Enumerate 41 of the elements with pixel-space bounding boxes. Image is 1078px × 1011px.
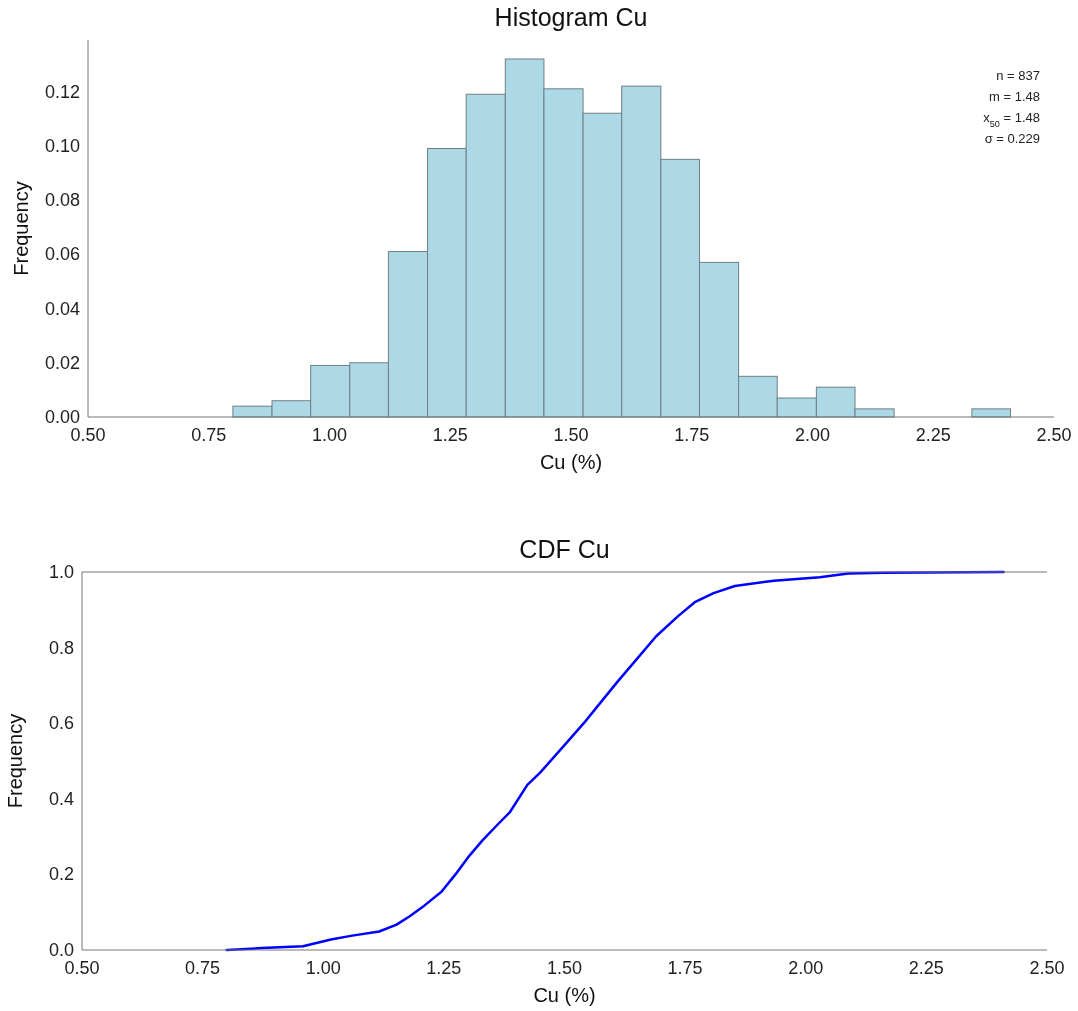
x-tick-label: 1.50 (553, 425, 589, 445)
y-tick-label: 0.00 (44, 407, 80, 427)
x-tick-label: 1.00 (311, 425, 348, 445)
x-tick-label: 2.25 (915, 425, 951, 445)
x-tick-label: 2.25 (908, 958, 944, 978)
y-tick-label: 0.0 (48, 940, 74, 960)
y-axis-title: Frequency (10, 181, 32, 276)
y-tick-label: 0.08 (44, 190, 80, 211)
x-tick-label: 1.00 (305, 958, 341, 978)
y-tick-label: 0.8 (48, 637, 74, 658)
chart-title: Histogram Cu (494, 3, 648, 31)
y-tick-label: 0.02 (44, 352, 80, 373)
y-tick-label: 0.06 (44, 244, 80, 265)
y-tick-label: 0.12 (44, 81, 80, 102)
y-tick-label: 1.0 (48, 562, 74, 582)
annotation: x$_{50}$ = 1.48 (983, 110, 1040, 129)
x-tick-label: 1.50 (546, 958, 583, 978)
x-tick-label: 2.50 (1029, 958, 1065, 978)
x-axis-title: Cu (%) (539, 451, 603, 473)
x-tick-label: 2.50 (1036, 425, 1072, 445)
x-tick-label: 1.25 (432, 425, 468, 445)
annotation: n = 837 (996, 68, 1040, 83)
x-tick-label: 1.25 (426, 958, 462, 978)
x-tick-label: 2.00 (788, 958, 824, 978)
y-tick-label: 0.4 (48, 788, 74, 809)
x-axis-title: Cu (%) (533, 984, 596, 1006)
x-tick-label: 2.00 (794, 425, 831, 445)
x-tick-label: 1.75 (674, 425, 710, 445)
y-axis-title: Frequency (4, 713, 26, 809)
x-tick-label: 0.75 (185, 958, 221, 978)
x-tick-label: 1.75 (667, 958, 703, 978)
y-tick-label: 0.6 (48, 713, 74, 734)
annotation: σ = 0.229 (984, 131, 1040, 146)
y-tick-label: 0.2 (48, 864, 74, 885)
annotation: m = 1.48 (989, 89, 1040, 104)
y-tick-label: 0.10 (44, 135, 80, 156)
x-tick-label: 0.75 (191, 425, 227, 445)
chart-title: CDF Cu (519, 535, 610, 563)
x-tick-label: 0.50 (64, 958, 100, 978)
x-tick-label: 0.50 (70, 425, 106, 445)
y-tick-label: 0.04 (44, 298, 80, 319)
